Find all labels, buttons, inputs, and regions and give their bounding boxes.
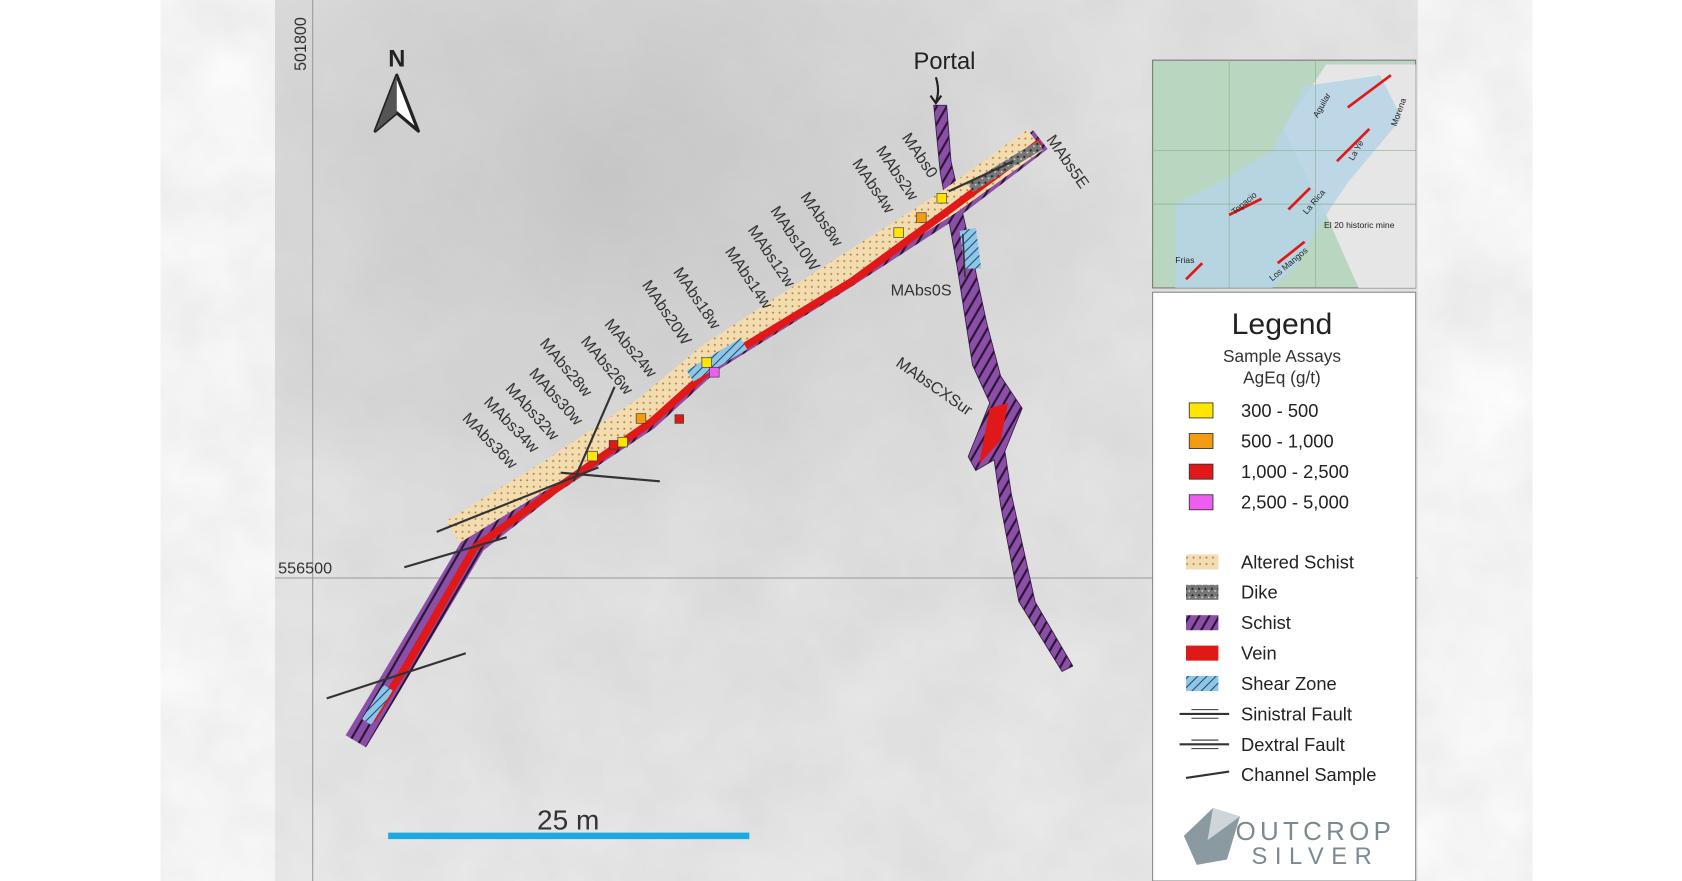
legend-label: Channel Sample <box>1241 764 1376 785</box>
inset-label: Frias <box>1175 255 1194 265</box>
legend-swatch <box>1186 554 1219 570</box>
vein <box>368 138 1043 722</box>
channel-sample <box>962 234 966 278</box>
legend-title: Legend <box>1232 308 1333 341</box>
legend-swatch <box>1186 615 1219 631</box>
legend-swatch <box>1186 676 1219 692</box>
legend-swatch <box>1186 645 1219 661</box>
inset-label: El 20 historic mine <box>1324 220 1395 230</box>
logo: OUTCROP SILVER <box>1183 807 1396 870</box>
legend-label: Altered Schist <box>1241 551 1354 572</box>
legend-swatch <box>1188 402 1214 419</box>
shear-zone <box>686 338 748 382</box>
legend-label: 2,500 - 5,000 <box>1241 492 1349 513</box>
legend-items: 300 - 500 500 - 1,000 1,000 - 2,500 2,500 -… <box>1179 400 1376 785</box>
portal-label: Portal <box>914 49 976 75</box>
legend-subtitle: Sample Assays <box>1223 346 1341 366</box>
grid-label: 556500 <box>278 560 332 578</box>
north-label: N <box>388 47 405 73</box>
legend-label: 500 - 1,000 <box>1241 431 1334 452</box>
altered-schist <box>446 129 1043 543</box>
legend-swatch <box>1188 433 1214 449</box>
legend-label: Dextral Fault <box>1241 734 1345 755</box>
logo-text: SILVER <box>1251 844 1379 870</box>
portal-arrow <box>929 77 943 105</box>
shear-zone <box>362 684 393 725</box>
shear-zone <box>959 227 982 269</box>
legend-swatch <box>1188 494 1214 511</box>
legend-label: Schist <box>1241 612 1291 633</box>
legend-label: 300 - 500 <box>1241 400 1318 421</box>
legend-label: Dike <box>1241 582 1278 603</box>
logo-text: OUTCROP <box>1236 818 1396 846</box>
legend-label: Sinistral Fault <box>1241 703 1352 724</box>
faults <box>326 160 1014 700</box>
vein <box>979 402 1009 465</box>
grid-label: 501800 <box>292 17 310 71</box>
legend-label: Vein <box>1241 643 1277 664</box>
legend-label: 1,000 - 2,500 <box>1241 461 1349 482</box>
north-arrow: N <box>373 47 420 133</box>
sample-label: MAbs0S <box>891 281 952 299</box>
scale-label: 25 m <box>537 804 599 835</box>
assay-samples <box>587 193 947 462</box>
legend-swatch <box>1186 584 1219 600</box>
legend-swatch <box>1185 770 1230 780</box>
legend-label: Shear Zone <box>1241 673 1337 694</box>
legend-units: AgEq (g/t) <box>1243 368 1321 388</box>
legend-swatch <box>1188 463 1214 480</box>
inset-map <box>1152 59 1417 289</box>
